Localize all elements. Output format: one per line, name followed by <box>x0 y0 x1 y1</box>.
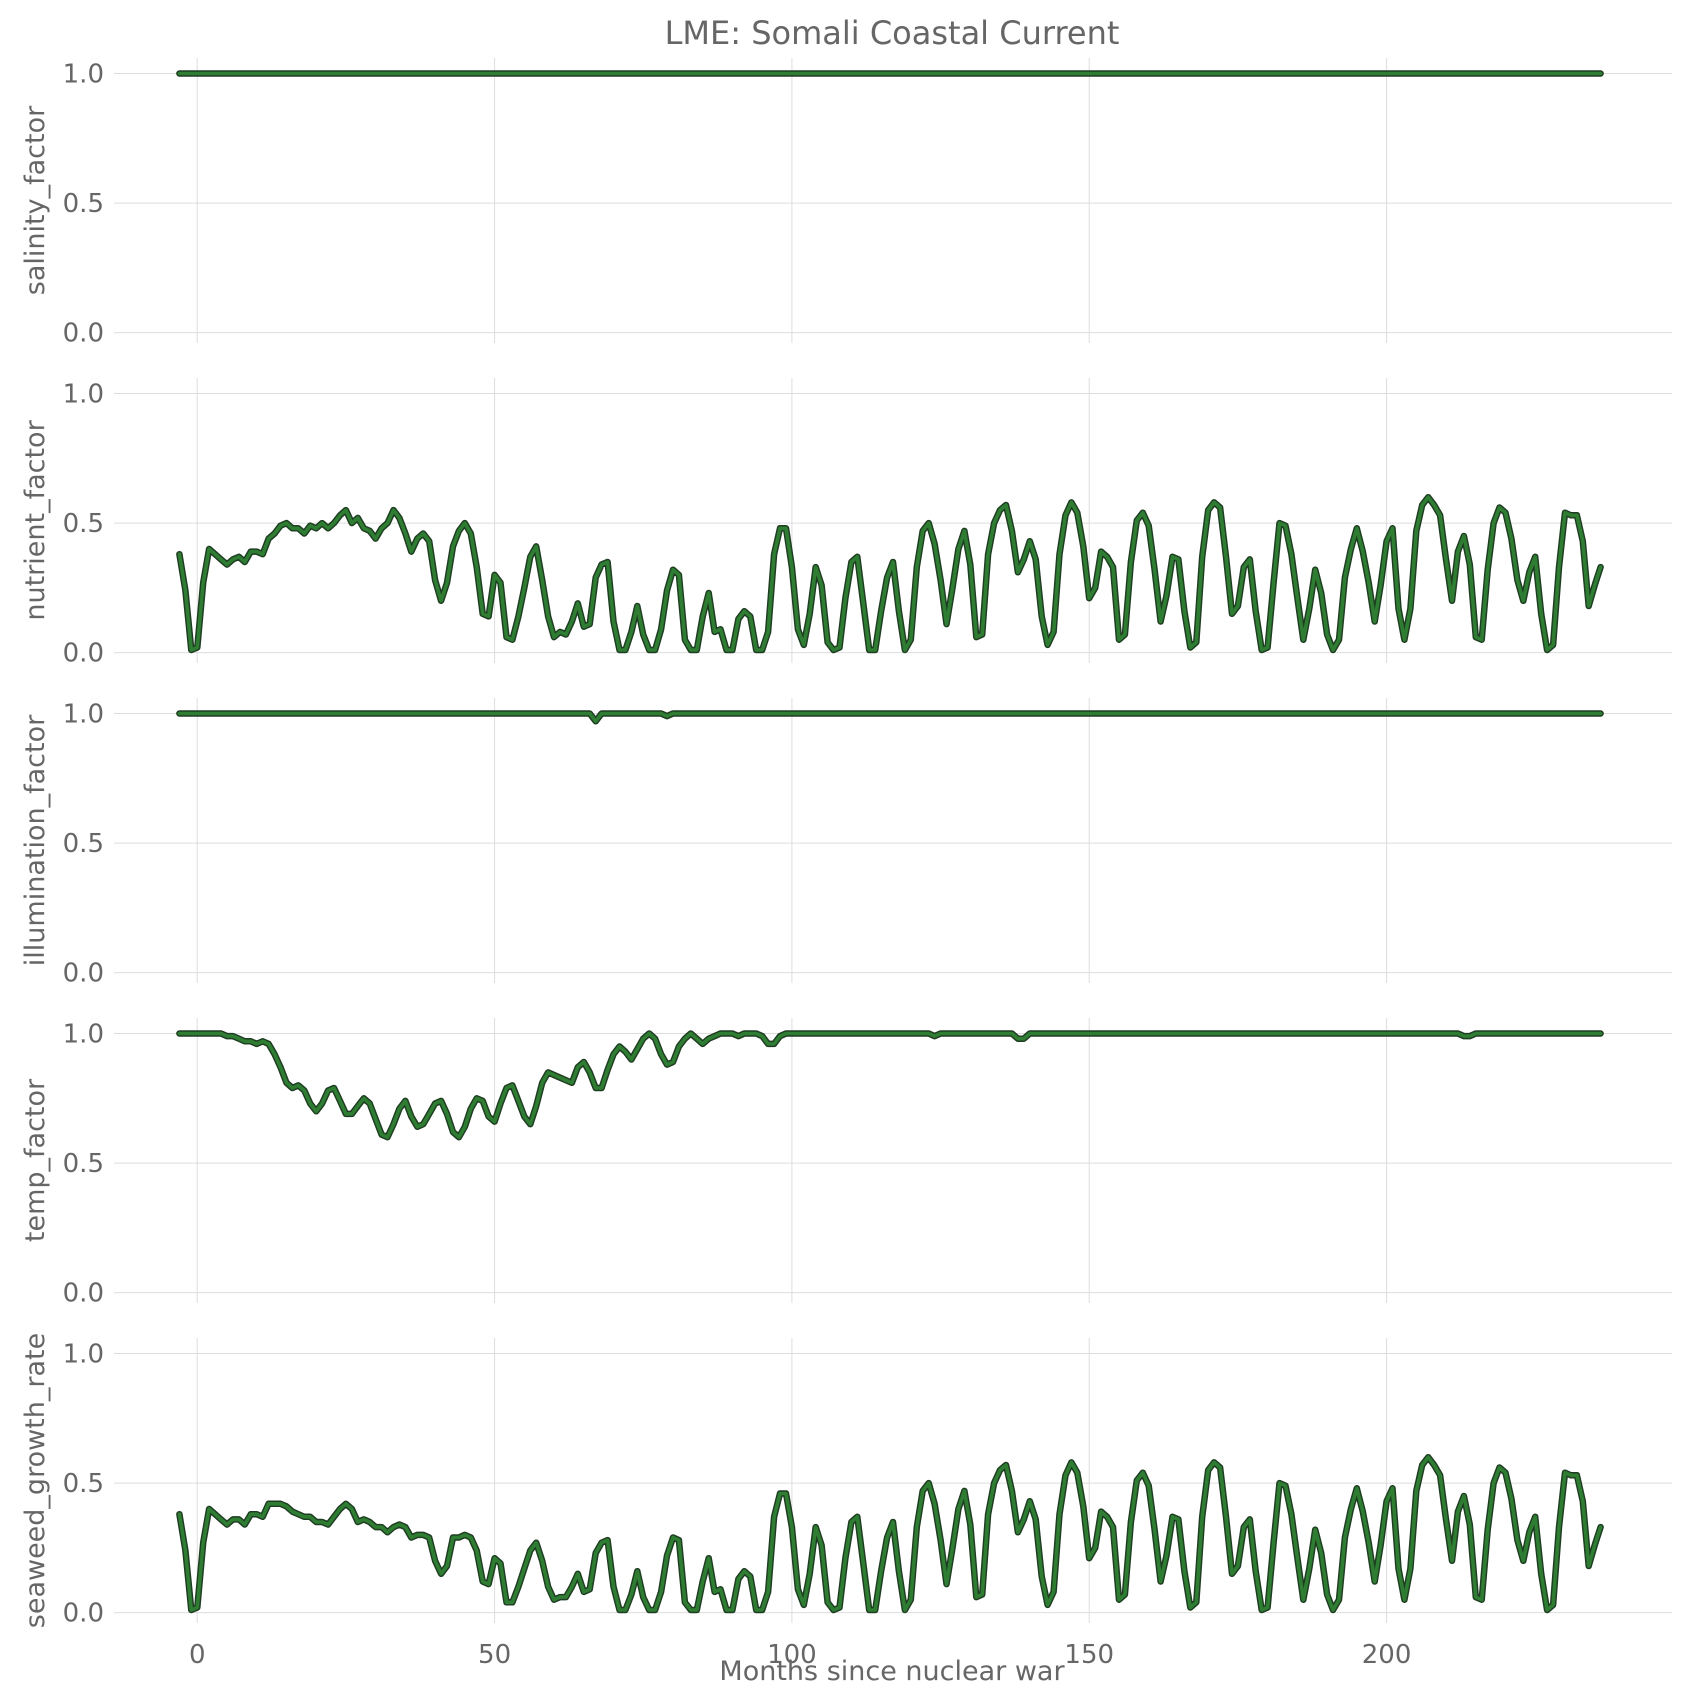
y-tick-label: 1.0 <box>63 1340 104 1370</box>
y-axis-label: nutrient_factor <box>20 419 51 620</box>
x-tick-label: 0 <box>189 1640 206 1670</box>
panel-illumination_factor: 0.0 0.5 1.0 illumination_factor <box>20 698 1672 989</box>
series-line-seaweed_growth_rate <box>177 1455 1603 1612</box>
y-tick-label: 1.0 <box>63 1020 104 1050</box>
panel-salinity_factor: 0.0 0.5 1.0 salinity_factor <box>20 58 1672 349</box>
y-tick-label: 0.5 <box>63 829 104 859</box>
y-axis-label: illumination_factor <box>20 714 51 966</box>
x-tick-label: 50 <box>478 1640 511 1670</box>
chart-title: LME: Somali Coastal Current <box>665 14 1120 52</box>
panel-seaweed_growth_rate: 0.0 0.5 1.0 seaweed_growth_rate <box>20 1333 1672 1629</box>
y-tick-label: 1.0 <box>63 380 104 410</box>
y-tick-label: 1.0 <box>63 700 104 730</box>
y-tick-label: 0.0 <box>63 1599 104 1629</box>
y-axis-label: temp_factor <box>20 1078 51 1242</box>
x-tick-label: 200 <box>1362 1640 1412 1670</box>
series-line-temp_factor <box>177 1031 1603 1139</box>
series-line-nutrient_factor <box>177 495 1603 652</box>
x-tick-label: 100 <box>767 1640 817 1670</box>
y-tick-label: 0.5 <box>63 1149 104 1179</box>
x-tick-label: 150 <box>1064 1640 1114 1670</box>
y-tick-label: 0.0 <box>63 639 104 669</box>
y-axis-label: salinity_factor <box>20 105 51 295</box>
y-tick-label: 0.0 <box>63 1279 104 1309</box>
y-tick-label: 0.5 <box>63 509 104 539</box>
series-line-illumination_factor <box>177 711 1603 724</box>
panel-nutrient_factor: 0.0 0.5 1.0 nutrient_factor <box>20 378 1672 669</box>
y-tick-label: 1.0 <box>63 60 104 90</box>
y-tick-label: 0.5 <box>63 1469 104 1499</box>
panel-temp_factor: 0.0 0.5 1.0 temp_factor <box>20 1018 1672 1309</box>
y-axis-label: seaweed_growth_rate <box>20 1333 51 1628</box>
y-tick-label: 0.0 <box>63 959 104 989</box>
panels-group: 0.0 0.5 1.0 salinity_factor 0.0 0.5 1.0 nutrien… <box>20 58 1672 1670</box>
x-axis-label: Months since nuclear war <box>719 1656 1065 1687</box>
y-tick-label: 0.5 <box>63 189 104 219</box>
y-tick-label: 0.0 <box>63 319 104 349</box>
